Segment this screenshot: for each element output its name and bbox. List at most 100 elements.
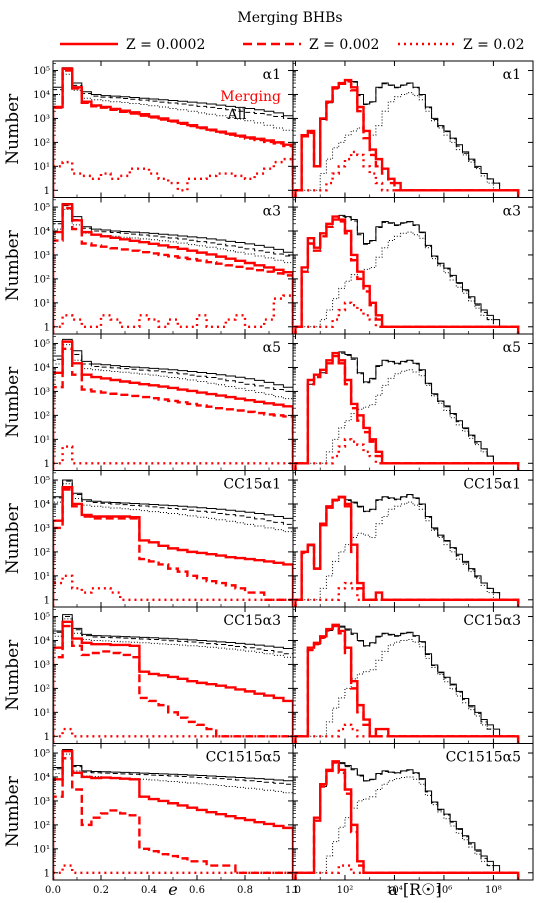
panel-left-5: 1 10¹ 10² 10³ 10⁴ 10⁵ CC15α3 (33, 606, 294, 744)
all-solid-left-1 (53, 67, 293, 198)
merging-solid-left-3 (53, 340, 293, 471)
histograms-left-5 (53, 614, 293, 744)
panel-label-right-6: CC1515α5 (446, 750, 521, 766)
ytick-label-2-2: 10² (33, 274, 50, 285)
merging-dotted-left-3 (53, 445, 293, 471)
all-dashed-right-1 (294, 80, 519, 198)
merging-dashed-right-6 (294, 761, 520, 880)
panel-left-6: 1 10¹ 10² 10³ 10⁴ 10⁵ CC1515α5 0.0 0.2 0.4 0.6 0.8 1… (33, 743, 301, 896)
all-dashed-left-2 (53, 205, 293, 334)
merging-dashed-right-4 (294, 496, 520, 607)
ytick-label-2-5: 10⁵ (33, 203, 50, 214)
ytick-label-3-2: 10² (33, 411, 50, 422)
ylabel-row-3: Number (3, 366, 23, 438)
merging-solid-left-4 (53, 486, 293, 607)
ylabel-row-2: Number (3, 229, 23, 301)
merging-dashed-left-2 (53, 206, 293, 334)
xtick-label-right-0: 1 (292, 885, 298, 896)
xtick-label-right-3: 10⁶ (436, 885, 453, 896)
ytick-label-1-1: 10¹ (33, 162, 50, 173)
panel-label-left-4: CC15α1 (223, 477, 281, 493)
ytick-label-2-3: 10³ (33, 250, 50, 261)
ylabel-row-4: Number (3, 502, 23, 574)
panel-label-right-5: CC15α3 (463, 613, 521, 629)
ytick-label-4-0: 1 (44, 595, 50, 606)
xtick-label-left-5: 1.0 (285, 885, 301, 896)
all-dotted-right-6 (294, 776, 519, 880)
ytick-label-1-4: 10⁴ (33, 90, 50, 101)
ytick-label-6-4: 10⁴ (33, 772, 50, 783)
ytick-label-3-1: 10¹ (33, 435, 50, 446)
ytick-label-3-0: 1 (44, 459, 50, 470)
merging-solid-right-5 (294, 623, 520, 744)
ylabel-row-6: Number (3, 775, 23, 847)
all-dotted-right-3 (294, 369, 519, 471)
all-dotted-right-2 (294, 231, 519, 334)
merging-dotted-right-5 (294, 723, 520, 744)
ytick-label-4-3: 10³ (33, 523, 50, 534)
merging-dotted-left-5 (53, 727, 293, 744)
merging-dashed-left-6 (53, 757, 293, 880)
merging-dashed-left-3 (53, 347, 293, 471)
frame-right-2 (292, 197, 534, 335)
histograms-right-4 (294, 493, 520, 607)
ytick-label-4-2: 10² (33, 547, 50, 558)
xtick-label-right-1: 10² (337, 885, 354, 896)
panel-left-4: 1 10¹ 10² 10³ 10⁴ 10⁵ CC15α1 (33, 470, 294, 608)
all-solid-right-2 (294, 214, 519, 334)
ytick-label-3-3: 10³ (33, 387, 50, 398)
figure-title: Merging BHBs (237, 10, 342, 26)
ytick-label-5-0: 1 (44, 732, 50, 743)
merging-dashed-right-2 (294, 218, 520, 334)
ytick-label-4-4: 10⁴ (33, 499, 50, 510)
all-dashed-right-2 (294, 216, 519, 334)
merging-dashed-left-4 (53, 488, 293, 607)
ytick-label-6-2: 10² (33, 820, 50, 831)
panel-label-left-6: CC1515α5 (206, 750, 281, 766)
annotation-merging: Merging (220, 89, 281, 105)
panel-grid: 1 10¹ 10² 10³ 10⁴ 10⁵ α1 Merging All α1 Number 1 10¹… (3, 60, 534, 896)
frame-right-3 (292, 333, 534, 471)
ytick-label-2-1: 10¹ (33, 298, 50, 309)
histograms-left-4 (53, 479, 293, 607)
xtick-label-left-4: 0.8 (237, 885, 253, 896)
panel-right-5: CC15α3 (292, 606, 534, 744)
ytick-label-2-4: 10⁴ (33, 226, 50, 237)
histograms-right-1 (294, 78, 520, 198)
ytick-label-3-5: 10⁵ (33, 339, 50, 350)
ytick-label-1-3: 10³ (33, 114, 50, 125)
all-dashed-left-1 (53, 69, 293, 198)
annotation-all: All (226, 107, 247, 123)
legend-label-solid: Z = 0.0002 (126, 37, 205, 53)
merging-dotted-right-3 (294, 438, 520, 471)
ytick-label-6-5: 10⁵ (33, 749, 50, 760)
ytick-label-6-1: 10¹ (33, 844, 50, 855)
histograms-right-6 (294, 760, 520, 880)
histograms-right-2 (294, 214, 520, 334)
ytick-label-6-3: 10³ (33, 796, 50, 807)
all-dashed-right-5 (294, 625, 519, 744)
all-solid-left-4 (53, 479, 293, 607)
ytick-label-1-5: 10⁵ (33, 66, 50, 77)
ylabel-row-1: Number (3, 93, 23, 165)
all-solid-right-4 (294, 493, 519, 607)
ytick-label-5-2: 10² (33, 684, 50, 695)
legend: Z = 0.0002 Z = 0.002 Z = 0.02 (60, 37, 525, 53)
merging-dashed-left-1 (53, 69, 293, 198)
panel-label-right-4: CC15α1 (463, 477, 521, 493)
merging-solid-right-2 (294, 215, 520, 334)
ytick-label-5-3: 10³ (33, 660, 50, 671)
histograms-left-3 (53, 338, 293, 471)
all-dashed-left-6 (53, 750, 293, 880)
all-solid-left-6 (53, 749, 293, 880)
merging-dashed-right-1 (294, 80, 520, 198)
all-dashed-right-6 (294, 762, 519, 880)
histograms-left-6 (53, 749, 293, 880)
frame-right-6 (292, 743, 534, 881)
all-dashed-left-5 (53, 616, 293, 744)
ytick-label-5-5: 10⁵ (33, 612, 50, 623)
panel-label-left-5: CC15α3 (223, 613, 281, 629)
all-dashed-left-3 (53, 341, 293, 471)
merging-solid-left-2 (53, 203, 293, 334)
xaxis-label-left: e (168, 880, 177, 899)
